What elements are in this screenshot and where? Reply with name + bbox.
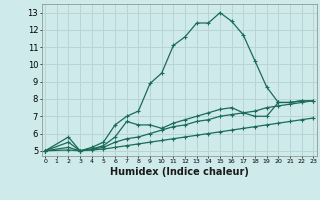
X-axis label: Humidex (Indice chaleur): Humidex (Indice chaleur) bbox=[110, 167, 249, 177]
